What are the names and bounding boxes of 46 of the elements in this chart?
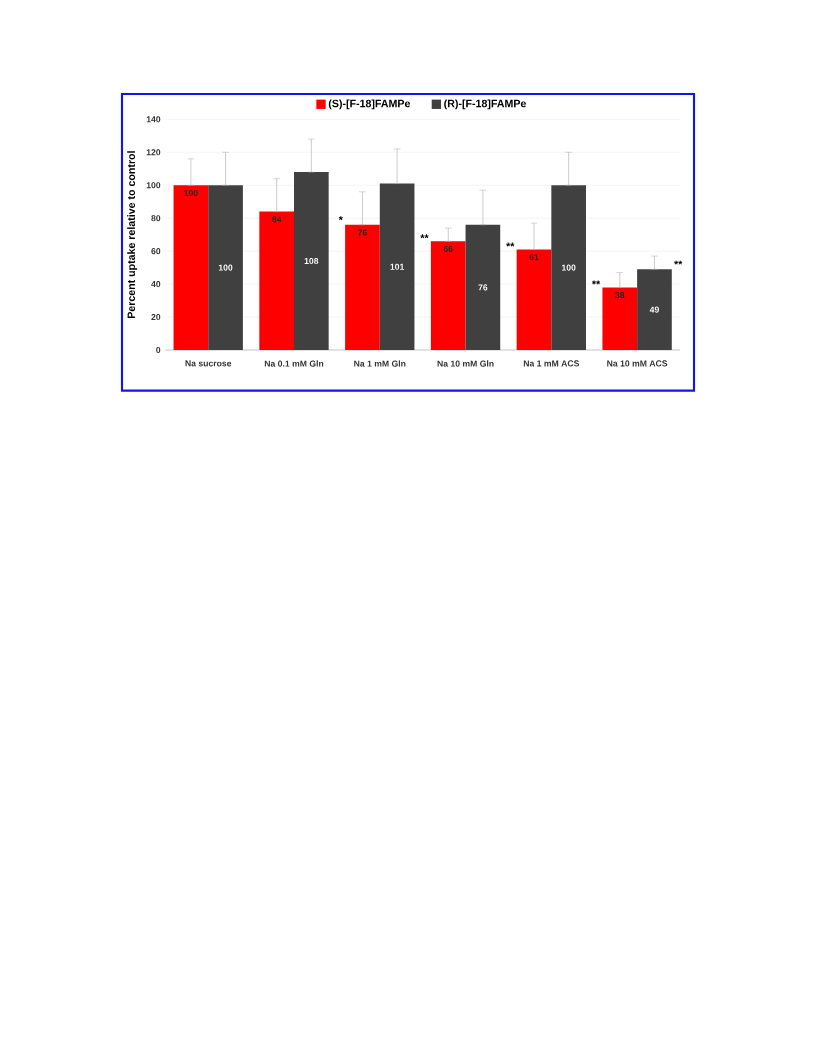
bar [637,269,672,350]
data-label: 49 [649,306,659,313]
bar [430,241,466,350]
x-tick-label: Na 1 mM ACS [523,360,580,367]
data-label: 100 [184,189,198,197]
bar [259,211,294,350]
y-tick-label: 140 [146,116,161,123]
data-label: 100 [562,264,576,271]
bar [208,185,243,350]
y-tick-label: 60 [151,248,161,255]
bar [294,172,329,350]
legend-label: (S)-[F-18]FAMPe [328,99,411,110]
y-axis-title: Percent uptake relative to control [127,151,138,319]
bar [602,287,638,350]
bar [173,185,209,350]
annotation: ** [506,242,515,247]
y-tick-label: 120 [146,149,161,156]
bar [345,224,380,350]
legend-label: (R)-[F-18]FAMPe [444,99,526,110]
x-tick-label: Na 0.1 mM Gln [264,360,324,367]
x-tick-label: Na 1 mM Gln [354,360,406,367]
data-label: 84 [272,216,282,223]
x-tick-label: Na 10 mM Gln [437,360,494,367]
x-tick-label: Na 10 mM ACS [607,360,668,367]
bar [379,183,415,350]
data-label: 66 [443,245,453,253]
y-tick-label: 0 [156,346,161,354]
data-label: 61 [529,254,539,261]
bar [465,224,501,350]
bar [516,249,552,350]
annotation: ** [674,260,683,265]
data-label: 101 [390,263,405,270]
annotation: * [338,216,343,221]
y-tick-label: 100 [146,182,161,189]
data-label: 108 [304,257,319,265]
data-label: 100 [218,264,233,271]
data-label: 38 [615,292,625,299]
x-tick-label: Na sucrose [185,360,232,367]
annotation: ** [420,234,429,239]
y-tick-label: 20 [151,313,161,321]
data-label: 76 [358,229,367,236]
data-label: 76 [478,284,488,291]
y-tick-label: 80 [151,215,161,222]
y-tick-label: 40 [151,281,161,288]
bar [551,185,586,350]
annotation: ** [591,280,601,285]
